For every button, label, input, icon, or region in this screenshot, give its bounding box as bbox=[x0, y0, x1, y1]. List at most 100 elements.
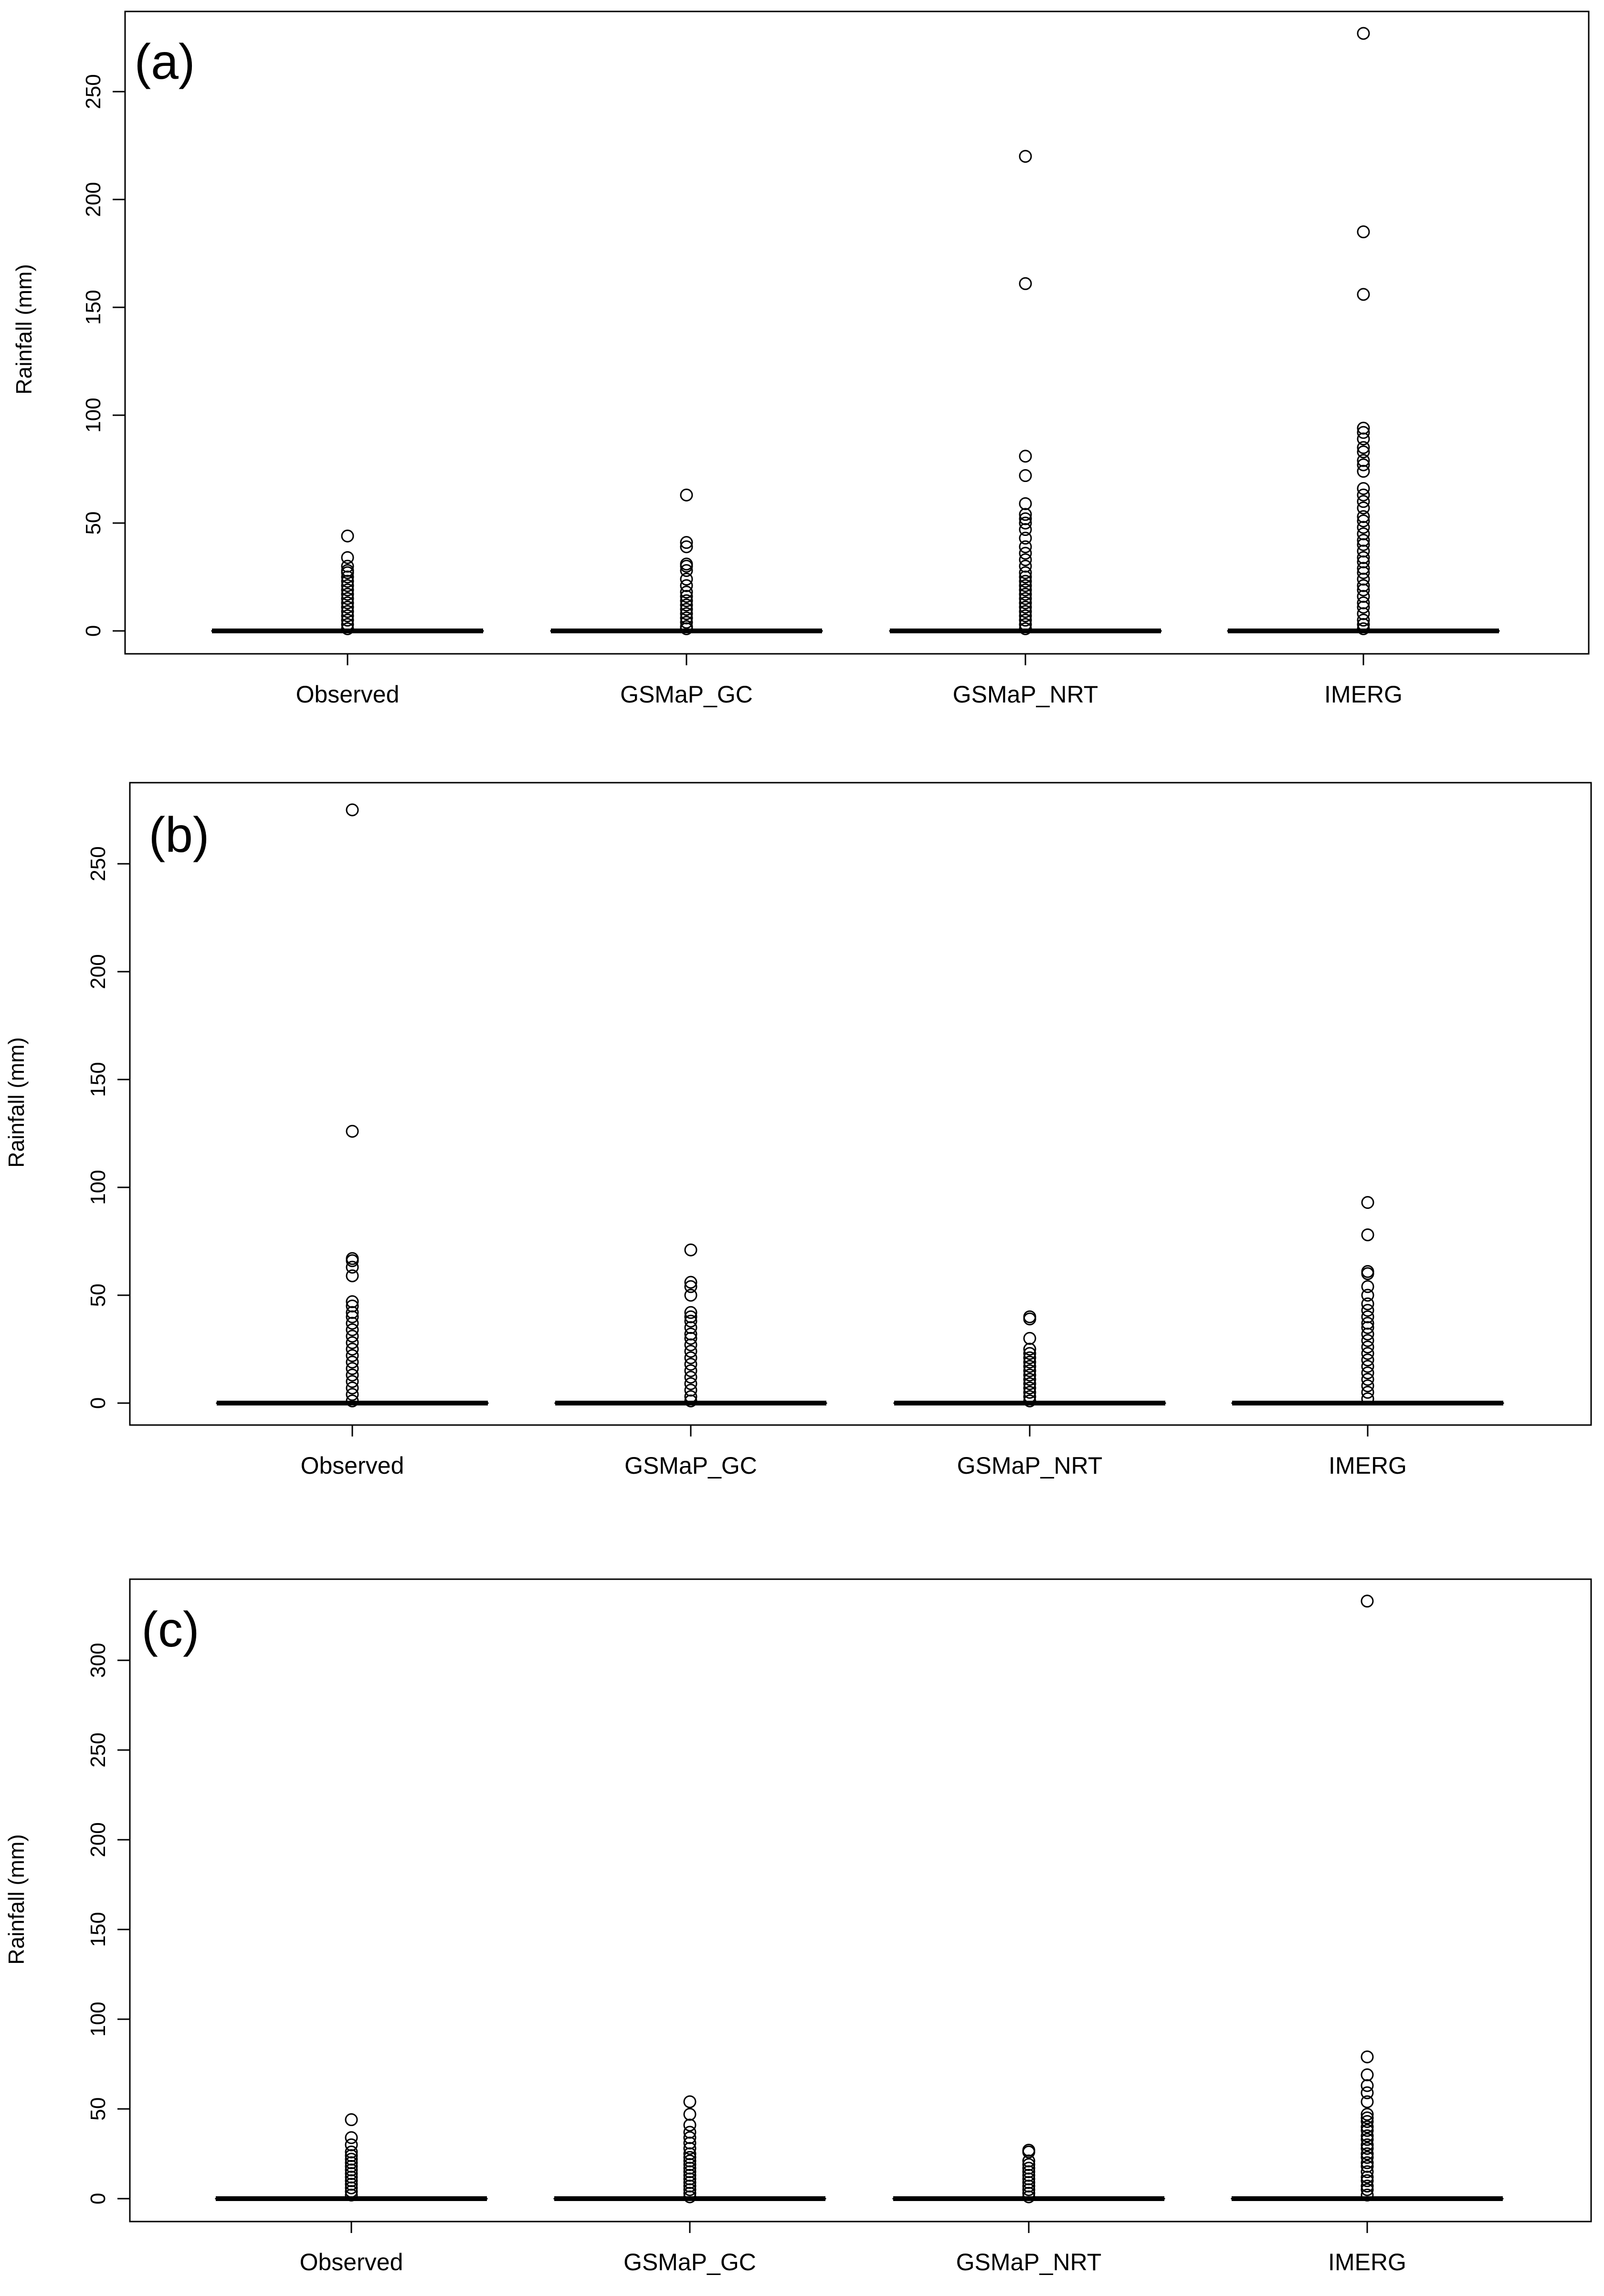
panel-b-outlier-gsmap-gc-13 bbox=[684, 1358, 697, 1371]
panel-a-outlier-imerg-4 bbox=[1357, 426, 1370, 439]
panel-b-outlier-observed-10 bbox=[346, 1317, 359, 1330]
panel-b-outlier-gsmap-gc-12 bbox=[684, 1351, 697, 1364]
panel-a-outlier-observed-15 bbox=[341, 613, 354, 627]
panel-a-outlier-gsmap-gc-9 bbox=[680, 590, 693, 603]
panel-b-ytick-label-250: 250 bbox=[86, 846, 110, 881]
panel-a-outlier-gsmap-nrt-2 bbox=[1019, 450, 1032, 463]
panel-b-outlier-observed-12 bbox=[346, 1330, 359, 1343]
panel-a-ytick-label-100: 100 bbox=[82, 398, 105, 432]
panel-a-outlier-observed-10 bbox=[341, 592, 354, 605]
panel-a-outlier-gsmap-gc-0 bbox=[680, 488, 693, 502]
panel-b-outlier-gsmap-gc-6 bbox=[684, 1314, 697, 1328]
panel-c-outlier-gsmap-gc-19 bbox=[683, 2190, 696, 2203]
panel-b-outlier-gsmap-nrt-12 bbox=[1023, 1381, 1036, 1394]
panel-b-outlier-gsmap-gc-16 bbox=[684, 1377, 697, 1390]
panel-a-outlier-gsmap-nrt-19 bbox=[1019, 587, 1032, 601]
panel-a-outlier-gsmap-gc-5 bbox=[680, 564, 693, 577]
panel-a-outlier-imerg-16 bbox=[1357, 514, 1370, 527]
panel-b-outlier-gsmap-gc-15 bbox=[684, 1371, 697, 1384]
panel-b-outlier-observed-0 bbox=[346, 803, 359, 817]
panel-b-outlier-observed-19 bbox=[346, 1375, 359, 1388]
panel-b-y-axis-label: Rainfall (mm) bbox=[4, 1037, 29, 1167]
panel-c-category-label-observed: Observed bbox=[300, 2249, 403, 2275]
panel-a-outlier-gsmap-gc-11 bbox=[680, 598, 693, 612]
panel-a-outlier-observed-13 bbox=[341, 605, 354, 618]
panel-c-outlier-gsmap-gc-2 bbox=[683, 2118, 696, 2132]
panel-a-outlier-gsmap-nrt-18 bbox=[1019, 583, 1032, 597]
panel-c-ytick-label-100: 100 bbox=[86, 2002, 110, 2036]
panel-b-outlier-gsmap-nrt-15 bbox=[1023, 1394, 1036, 1407]
panel-c-label: (c) bbox=[141, 1602, 199, 1657]
panel-a-category-label-gsmap-nrt: GSMaP_NRT bbox=[953, 681, 1098, 708]
panel-a-outlier-gsmap-gc-13 bbox=[680, 607, 693, 620]
panel-b-outlier-gsmap-gc-7 bbox=[684, 1321, 697, 1334]
panel-c-plot-frame bbox=[129, 1578, 1592, 2223]
panel-a-outlier-imerg-31 bbox=[1357, 600, 1370, 614]
panel-b-outlier-gsmap-gc-14 bbox=[684, 1364, 697, 1377]
panel-a-outlier-gsmap-nrt-17 bbox=[1019, 579, 1032, 592]
panel-b-outlier-observed-1 bbox=[346, 1124, 359, 1138]
panel-c-outlier-observed-14 bbox=[345, 2185, 358, 2198]
panel-a-outlier-gsmap-nrt-7 bbox=[1019, 516, 1032, 530]
panel-b-outlier-gsmap-nrt-5 bbox=[1023, 1351, 1036, 1364]
panel-a-outlier-gsmap-gc-10 bbox=[680, 594, 693, 608]
panel-a-outlier-gsmap-nrt-15 bbox=[1019, 570, 1032, 584]
panel-c-outlier-imerg-8 bbox=[1361, 2115, 1374, 2128]
panel-a-outlier-gsmap-nrt-8 bbox=[1019, 523, 1032, 536]
panel-b-outlier-gsmap-gc-0 bbox=[684, 1243, 697, 1257]
panel-a-ytick-label-200: 200 bbox=[82, 182, 105, 217]
panel-b-ytick-label-200: 200 bbox=[86, 954, 110, 989]
panel-c-outlier-observed-0 bbox=[345, 2113, 358, 2127]
panel-b-outlier-gsmap-nrt-7 bbox=[1023, 1360, 1036, 1373]
panel-a-outlier-imerg-28 bbox=[1357, 583, 1370, 597]
panel-c-ytick-label-50: 50 bbox=[86, 2097, 110, 2121]
panel-b-outlier-imerg-14 bbox=[1361, 1347, 1374, 1360]
panel-a-outlier-gsmap-gc-8 bbox=[680, 586, 693, 599]
panel-c-outlier-imerg-3 bbox=[1361, 2079, 1374, 2092]
panel-b-outlier-observed-22 bbox=[346, 1394, 359, 1407]
panel-a-outlier-imerg-34 bbox=[1357, 618, 1370, 631]
panel-a-outlier-gsmap-nrt-22 bbox=[1019, 600, 1032, 614]
panel-b-outlier-gsmap-nrt-1 bbox=[1023, 1312, 1036, 1326]
panel-b-outlier-imerg-4 bbox=[1361, 1280, 1374, 1293]
panel-a-outlier-gsmap-gc-6 bbox=[680, 573, 693, 586]
panel-c-outlier-imerg-10 bbox=[1361, 2124, 1374, 2137]
panel-a-outlier-observed-7 bbox=[341, 579, 354, 592]
panel-c-ytick-label-250: 250 bbox=[86, 1732, 110, 1767]
panel-c-outlier-imerg-16 bbox=[1361, 2151, 1374, 2164]
panel-b-outlier-imerg-3 bbox=[1361, 1267, 1374, 1280]
panel-c-category-label-gsmap-nrt: GSMaP_NRT bbox=[956, 2249, 1102, 2275]
panel-b-category-label-gsmap-nrt: GSMaP_NRT bbox=[957, 1452, 1103, 1479]
panel-b-outlier-imerg-13 bbox=[1361, 1340, 1374, 1353]
panel-a-outlier-imerg-10 bbox=[1357, 465, 1370, 478]
panel-c-outlier-gsmap-gc-6 bbox=[683, 2142, 696, 2155]
panel-a-outlier-gsmap-nrt-5 bbox=[1019, 508, 1032, 521]
panel-a-outlier-gsmap-nrt-3 bbox=[1019, 469, 1032, 482]
panel-b-outlier-gsmap-gc-19 bbox=[684, 1394, 697, 1407]
panel-a-ytick-label-150: 150 bbox=[82, 290, 105, 325]
panel-b-outlier-imerg-19 bbox=[1361, 1379, 1374, 1393]
panel-c-outlier-imerg-20 bbox=[1361, 2170, 1374, 2184]
panel-a-outlier-gsmap-nrt-23 bbox=[1019, 605, 1032, 618]
panel-a-ytick-label-250: 250 bbox=[82, 74, 105, 109]
panel-a-ytick-label-50: 50 bbox=[82, 512, 105, 535]
panel-a-y-axis-label: Rainfall (mm) bbox=[11, 264, 36, 394]
panel-b-ytick-label-150: 150 bbox=[86, 1062, 110, 1097]
panel-a-outlier-observed-16 bbox=[341, 618, 354, 631]
panel-b-outlier-gsmap-nrt-9 bbox=[1023, 1368, 1036, 1382]
panel-a-outlier-imerg-20 bbox=[1357, 538, 1370, 551]
panel-a-outlier-imerg-0 bbox=[1357, 27, 1370, 40]
panel-c-outlier-imerg-24 bbox=[1361, 2188, 1374, 2202]
panel-b-outlier-observed-4 bbox=[346, 1260, 359, 1274]
panel-a-outlier-imerg-29 bbox=[1357, 590, 1370, 603]
panel-a-outlier-gsmap-nrt-14 bbox=[1019, 566, 1032, 579]
panel-a-outlier-gsmap-nrt-1 bbox=[1019, 277, 1032, 290]
panel-a-plot-frame bbox=[124, 10, 1590, 655]
panel-b-label: (b) bbox=[148, 807, 209, 863]
panel-b-outlier-gsmap-gc-1 bbox=[684, 1276, 697, 1289]
panel-a-outlier-gsmap-nrt-21 bbox=[1019, 596, 1032, 609]
panel-b-outlier-observed-9 bbox=[346, 1310, 359, 1323]
panel-b-outlier-gsmap-nrt-2 bbox=[1023, 1331, 1036, 1345]
panel-c-ytick-label-200: 200 bbox=[86, 1822, 110, 1857]
panel-b-outlier-gsmap-nrt-11 bbox=[1023, 1377, 1036, 1390]
